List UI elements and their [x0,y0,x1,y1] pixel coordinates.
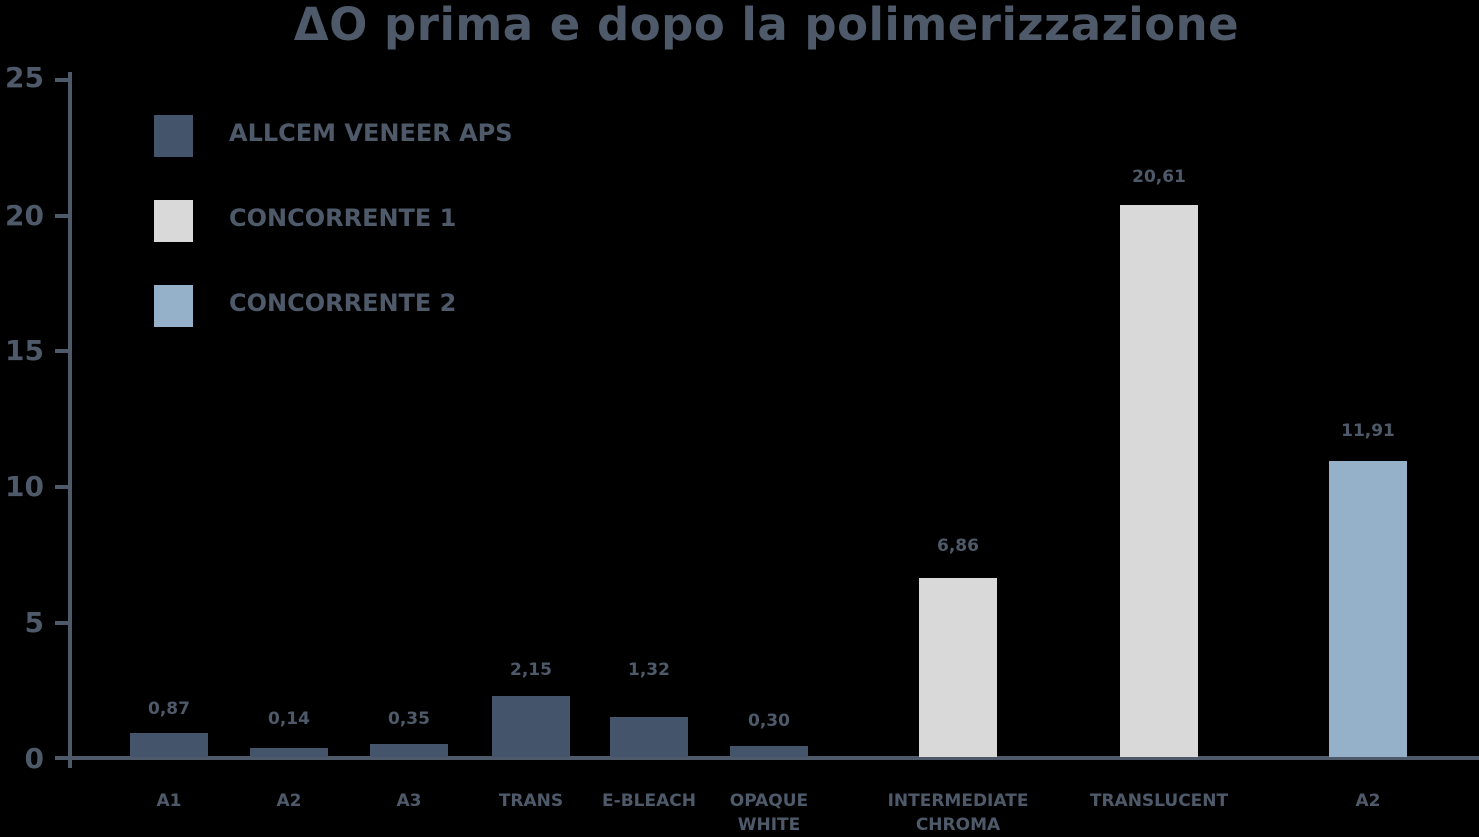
x-label: E-BLEACH [602,791,696,811]
x-label: OPAQUE WHITE [679,789,859,837]
legend-label: CONCORRENTE 1 [229,204,457,232]
legend-label: ALLCEM VENEER APS [229,119,513,147]
y-tick-label: 10 [5,470,44,503]
x-label: A2 [276,791,302,811]
value-label: 20,61 [1132,167,1186,187]
legend-label: CONCORRENTE 2 [229,289,457,317]
x-label: A1 [156,791,182,811]
y-tick-label: 15 [5,334,44,367]
bar-trans [492,696,570,757]
x-label-line: OPAQUE [729,791,809,811]
y-tick-25 [55,78,70,82]
bar-a2-concorrente-2 [1329,461,1407,757]
value-label: 0,35 [388,709,430,729]
bar-intermediate-chroma [919,578,997,757]
bar-opaque-white [730,746,808,757]
x-label-line: INTERMEDIATE [887,791,1029,811]
y-tick-label: 25 [5,61,44,94]
y-tick-label: 20 [5,199,44,232]
value-label: 0,14 [268,709,310,729]
legend-swatch-concorrente-1 [154,200,193,242]
legend-swatch-concorrente-2 [154,285,193,327]
chart-title: ΔO prima e dopo la polimerizzazione [293,0,1240,51]
y-tick-label: 5 [24,606,44,639]
x-label-line: CHROMA [915,815,1001,835]
x-axis-line [55,756,1479,760]
bar-a2 [250,748,328,757]
y-tick-15 [55,349,70,353]
bar-a3 [370,744,448,757]
y-tick-0 [55,756,70,760]
value-label: 11,91 [1341,421,1395,441]
x-label: A3 [396,791,422,811]
x-label: TRANS [498,791,564,811]
y-tick-10 [55,485,70,489]
x-label: TRANSLUCENT [1089,791,1229,811]
legend-swatch-allcem [154,115,193,157]
x-label-line: WHITE [737,815,801,835]
bar-a1 [130,733,208,757]
value-label: 2,15 [510,660,552,680]
bar-translucent [1120,205,1198,757]
y-tick-20 [55,214,70,218]
y-axis-line [68,72,72,768]
bar-e-bleach [610,717,688,757]
value-label: 0,30 [748,711,790,731]
value-label: 1,32 [628,660,670,680]
x-label: INTERMEDIATE CHROMA [868,789,1048,837]
y-tick-5 [55,621,70,625]
x-label: A2 [1355,791,1381,811]
value-label: 6,86 [937,536,979,556]
y-tick-label: 0 [24,742,44,775]
value-label: 0,87 [148,699,190,719]
